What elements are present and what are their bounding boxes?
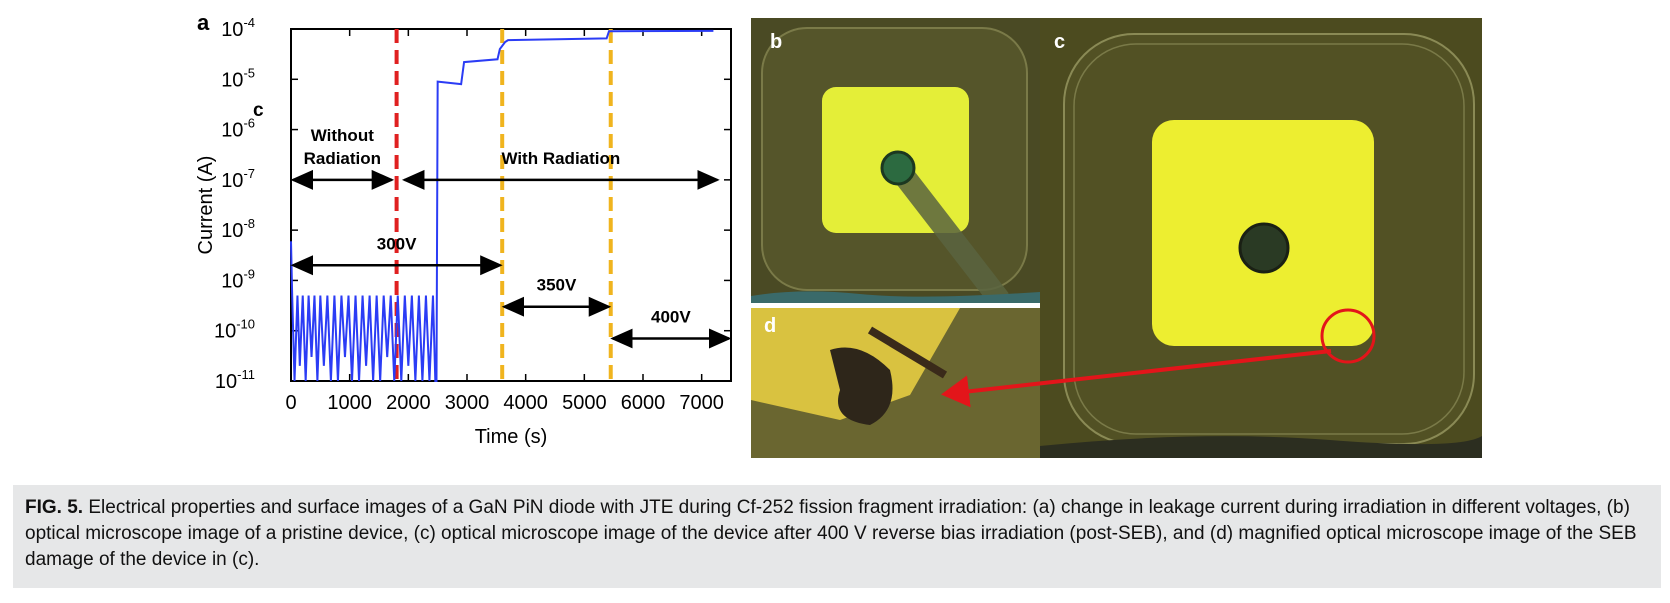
data-line [290,29,714,382]
y-axis-label: Current (A) [195,156,217,255]
figure: b d c a c 0 1000 2000 3000 4000 5000 6000 7000 1… [195,10,1482,458]
y-tick-label: 10-6 [221,116,255,142]
y-tick-label: 10-11 [215,367,255,393]
y-tick-base: 10 [215,371,237,393]
image-d [751,308,1040,458]
annotation-text: 400V [651,308,691,327]
y-tick-exponent: -8 [243,216,255,231]
x-axis-label: Time (s) [475,426,548,448]
caption: FIG. 5. Electrical properties and surfac… [13,485,1661,588]
y-tick-base: 10 [221,19,243,41]
x-tick-label: 5000 [562,392,607,414]
y-tick-exponent: -5 [243,65,255,80]
plot-frame [290,28,732,382]
image-label: c [1054,31,1065,53]
y-tick-base: 10 [221,270,243,292]
x-tick-label: 2000 [386,392,431,414]
y-tick-base: 10 [221,69,243,91]
panel-label: a [197,10,210,35]
annotation-text: Radiation [304,149,381,168]
pointer-arrow [941,349,1332,408]
x-tick-label: 1000 [327,392,372,414]
plot: 0 1000 2000 3000 4000 5000 6000 700010-1110-101… [195,15,732,448]
y-tick-label: 10-9 [221,266,255,292]
y-tick-exponent: -11 [237,367,255,382]
y-tick-base: 10 [214,321,236,343]
y-tick-exponent: -10 [236,317,255,332]
x-tick-label: 0 [285,392,296,414]
highlight-circle [1320,308,1376,364]
y-tick-base: 10 [221,120,243,142]
y-tick-label: 10-8 [221,216,255,242]
annotation-text: Without [311,126,374,145]
annotation-text: With Radiation [501,149,620,168]
y-tick-exponent: -7 [243,166,255,181]
caption-label: FIG. 5. [25,497,84,518]
image-label: b [770,31,782,53]
y-tick-label: 10-7 [221,166,255,192]
y-tick-label: 10-5 [221,65,255,91]
y-tick-exponent: -9 [243,266,255,281]
annotation-text: 350V [537,276,577,295]
y-tick-exponent: -6 [243,116,255,131]
image-c [1040,18,1482,458]
x-tick-label: 3000 [445,392,490,414]
y-tick-exponent: -4 [243,15,255,30]
annotation-text: 300V [377,234,417,253]
y-tick-base: 10 [221,220,243,242]
y-tick-label: 10-4 [221,15,255,41]
x-tick-label: 4000 [503,392,548,414]
image-b [751,18,1040,303]
image-label: d [764,315,776,337]
inset-label: c [253,100,264,121]
y-tick-label: 10-10 [214,317,255,343]
caption-text: Electrical properties and surface images… [25,497,1637,570]
x-tick-label: 6000 [621,392,666,414]
y-tick-base: 10 [221,170,243,192]
x-tick-label: 7000 [679,392,724,414]
